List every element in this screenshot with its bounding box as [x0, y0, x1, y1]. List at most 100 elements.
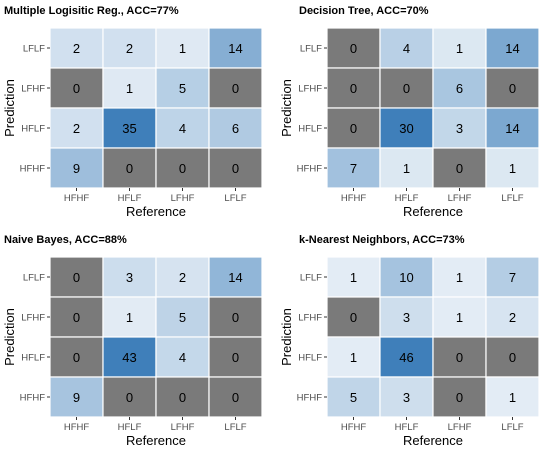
cell-value-label: 2	[73, 41, 80, 56]
heatmap-cell	[208, 27, 263, 69]
cell-value-label: 0	[73, 310, 80, 325]
cell-value-label: 35	[122, 121, 136, 136]
cell-value-label: 0	[456, 161, 463, 176]
confusion-matrix-panel-1: Multiple Logisitic Reg., ACC=77% 2 2 1 14 0 1 5…	[2, 5, 263, 219]
heatmap-cell	[379, 376, 434, 418]
heatmap-cell	[208, 147, 263, 189]
heatmap-cell	[485, 336, 540, 378]
cell-value-label: 1	[350, 350, 357, 365]
cell-value-label: 4	[403, 41, 410, 56]
cell-value-label: 9	[73, 161, 80, 176]
cell-value-label: 0	[456, 350, 463, 365]
y-tick-label: HFHF	[297, 393, 323, 404]
cell-value-label: 4	[179, 121, 186, 136]
cell-value-label: 0	[232, 161, 239, 176]
x-tick-label: LFHF	[171, 193, 195, 204]
heatmap-cell	[208, 336, 263, 378]
y-tick-label: LFHF	[298, 313, 322, 324]
cell-value-label: 0	[456, 390, 463, 405]
heatmap-cell	[102, 67, 157, 109]
x-tick-label: HFLF	[395, 193, 419, 204]
cell-value-label: 0	[179, 390, 186, 405]
cell-value-label: 2	[509, 310, 516, 325]
confusion-matrix-panel-2: Decision Tree, ACC=70% 0 4 1 14 0 0 6 0 0 30 3 14 7 1 0…	[279, 5, 540, 219]
cell-value-label: 3	[456, 121, 463, 136]
cell-value-label: 0	[350, 310, 357, 325]
cell-value-label: 0	[509, 81, 516, 96]
heatmap-cell	[208, 296, 263, 338]
heatmap-cell	[155, 376, 210, 418]
y-tick-label: HFHF	[20, 164, 46, 175]
heatmap-cell	[432, 336, 487, 378]
heatmap-cell	[432, 256, 487, 298]
y-tick-label: LFHF	[298, 84, 322, 95]
heatmap-cell	[432, 67, 487, 109]
heatmap-cell	[208, 376, 263, 418]
cell-value-label: 0	[350, 81, 357, 96]
y-tick-label: LFHF	[21, 313, 45, 324]
cell-value-label: 2	[179, 270, 186, 285]
cell-value-label: 0	[73, 350, 80, 365]
y-axis-title: Prediction	[279, 79, 294, 137]
heatmap-cell	[326, 27, 381, 69]
y-axis-title: Prediction	[2, 79, 17, 137]
cell-value-label: 30	[399, 121, 413, 136]
cell-value-label: 1	[403, 161, 410, 176]
y-tick-label: HFHF	[297, 164, 323, 175]
x-tick-label: HFHF	[64, 422, 90, 433]
x-tick-label: HFLF	[118, 422, 142, 433]
y-tick-label: HFHF	[20, 393, 46, 404]
heatmap-cell	[379, 336, 434, 378]
heatmap-cell	[432, 296, 487, 338]
cell-value-label: 0	[232, 310, 239, 325]
y-axis-title: Prediction	[2, 308, 17, 366]
cell-value-label: 0	[350, 41, 357, 56]
cell-value-label: 7	[350, 161, 357, 176]
panel-title: Decision Tree, ACC=70%	[299, 5, 429, 17]
heatmap-cell	[379, 27, 434, 69]
heatmap-cell	[208, 67, 263, 109]
cell-value-label: 46	[399, 350, 413, 365]
cell-value-label: 1	[126, 81, 133, 96]
y-tick-label: LFLF	[23, 273, 45, 284]
heatmap-cell	[208, 256, 263, 298]
x-axis-title: Reference	[403, 433, 463, 448]
heatmap-cell	[102, 296, 157, 338]
x-tick-label: LFHF	[448, 193, 472, 204]
cell-value-label: 0	[509, 350, 516, 365]
cell-value-label: 0	[232, 81, 239, 96]
cell-value-label: 1	[350, 270, 357, 285]
heatmap-cell	[102, 376, 157, 418]
x-axis-title: Reference	[403, 204, 463, 219]
cell-value-label: 5	[179, 81, 186, 96]
x-tick-label: LFHF	[171, 422, 195, 433]
heatmap-cell	[485, 256, 540, 298]
heatmap-cell	[49, 336, 104, 378]
cell-value-label: 2	[73, 121, 80, 136]
cell-value-label: 3	[403, 310, 410, 325]
heatmap-cell	[432, 27, 487, 69]
heatmap-cell	[379, 296, 434, 338]
cell-value-label: 3	[403, 390, 410, 405]
heatmap-cell	[432, 107, 487, 149]
confusion-matrix-panel-4: k-Nearest Neighbors, ACC=73%1 10 1 70 3 1 21 46…	[279, 234, 540, 448]
y-tick-label: HFLF	[298, 124, 322, 135]
heatmap-cell	[326, 296, 381, 338]
cell-value-label: 0	[73, 81, 80, 96]
heatmap-cell	[485, 296, 540, 338]
cell-value-label: 14	[228, 270, 242, 285]
y-tick-label: LFLF	[300, 44, 322, 55]
heatmap-cell	[485, 147, 540, 189]
x-tick-label: HFHF	[64, 193, 90, 204]
cell-value-label: 43	[122, 350, 136, 365]
x-tick-label: HFHF	[341, 193, 367, 204]
cell-value-label: 6	[456, 81, 463, 96]
cell-value-label: 7	[509, 270, 516, 285]
x-axis-title: Reference	[126, 433, 186, 448]
cell-value-label: 3	[126, 270, 133, 285]
cell-value-label: 0	[73, 270, 80, 285]
heatmap-cell	[102, 147, 157, 189]
cell-value-label: 0	[350, 121, 357, 136]
heatmap-cell	[208, 107, 263, 149]
